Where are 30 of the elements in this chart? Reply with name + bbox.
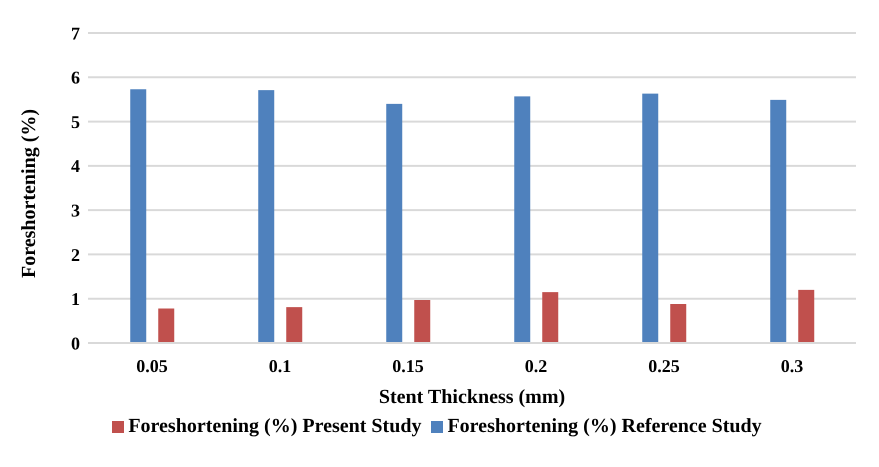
legend-label: Foreshortening (%) Present Study <box>128 415 422 437</box>
bar <box>670 304 686 343</box>
bar <box>286 307 302 343</box>
x-tick-label: 0.2 <box>524 356 548 376</box>
bar <box>130 89 146 343</box>
bar <box>542 292 558 343</box>
bar <box>642 94 658 343</box>
x-tick-label: 0.1 <box>268 356 292 376</box>
bar <box>770 100 786 343</box>
legend-label: Foreshortening (%) Reference Study <box>447 415 762 437</box>
bar <box>414 300 430 343</box>
x-axis-title: Stent Thickness (mm) <box>378 386 566 408</box>
y-tick-label: 7 <box>71 23 80 44</box>
x-tick-label: 0.3 <box>780 356 804 376</box>
y-axis-title: Foreshortening (%) <box>18 108 40 278</box>
bar <box>798 290 814 343</box>
y-tick-label: 4 <box>71 156 80 176</box>
y-tick-label: 6 <box>71 68 80 88</box>
y-tick-label: 1 <box>71 289 80 310</box>
x-tick-label: 0.25 <box>648 356 680 376</box>
y-tick-label: 0 <box>71 333 80 354</box>
bar <box>386 104 402 343</box>
y-tick-label: 2 <box>71 244 80 265</box>
bar <box>258 90 274 343</box>
x-tick-label: 0.15 <box>392 356 424 376</box>
bar <box>158 308 174 343</box>
bar <box>514 96 530 343</box>
y-tick-label: 3 <box>71 200 80 221</box>
x-tick-label: 0.05 <box>136 356 168 376</box>
y-tick-label: 5 <box>71 112 80 132</box>
